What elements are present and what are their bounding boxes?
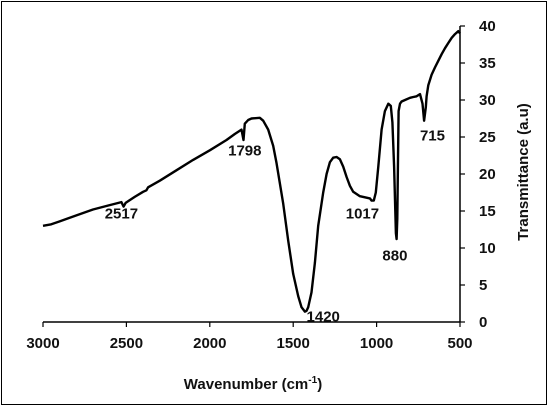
x-tick-label: 3000 <box>26 335 59 352</box>
x-axis-title-main: Wavenumber (cm <box>184 376 308 393</box>
peak-label: 880 <box>382 248 407 265</box>
x-tick-label: 1500 <box>277 335 310 352</box>
x-tick-label: 1000 <box>360 335 393 352</box>
x-tick-label: 2500 <box>110 335 143 352</box>
x-axis-title-end: ) <box>317 376 322 393</box>
peak-label: 1798 <box>228 143 261 160</box>
peak-label: 2517 <box>105 205 138 222</box>
x-axis-title-superscript: -1 <box>308 375 317 386</box>
y-tick-label: 5 <box>479 277 487 294</box>
peak-label: 715 <box>420 128 445 145</box>
y-tick-label: 40 <box>479 18 496 35</box>
chart-annotations: 2517 1798 1420 1017 880 715 <box>105 128 445 326</box>
y-tick-label: 15 <box>479 203 496 220</box>
y-tick-label: 20 <box>479 166 496 183</box>
x-axis-title: Wavenumber (cm-1) <box>184 375 322 393</box>
chart-ticks: 3000 2500 2000 1500 1000 500 0 5 10 15 20 25 30 35 40 <box>26 18 495 352</box>
x-tick-label: 2000 <box>193 335 226 352</box>
x-tick-label: 500 <box>447 335 472 352</box>
y-tick-label: 30 <box>479 92 496 109</box>
spectrum-line <box>42 30 461 313</box>
peak-label: 1420 <box>307 308 340 325</box>
chart-series <box>42 30 461 313</box>
y-axis-title: Transmittance (a.u) <box>515 103 532 241</box>
y-tick-label: 10 <box>479 240 496 257</box>
y-tick-label: 25 <box>479 129 496 146</box>
y-tick-label: 35 <box>479 55 496 72</box>
peak-label: 1017 <box>346 205 379 222</box>
y-tick-label: 0 <box>479 314 487 331</box>
